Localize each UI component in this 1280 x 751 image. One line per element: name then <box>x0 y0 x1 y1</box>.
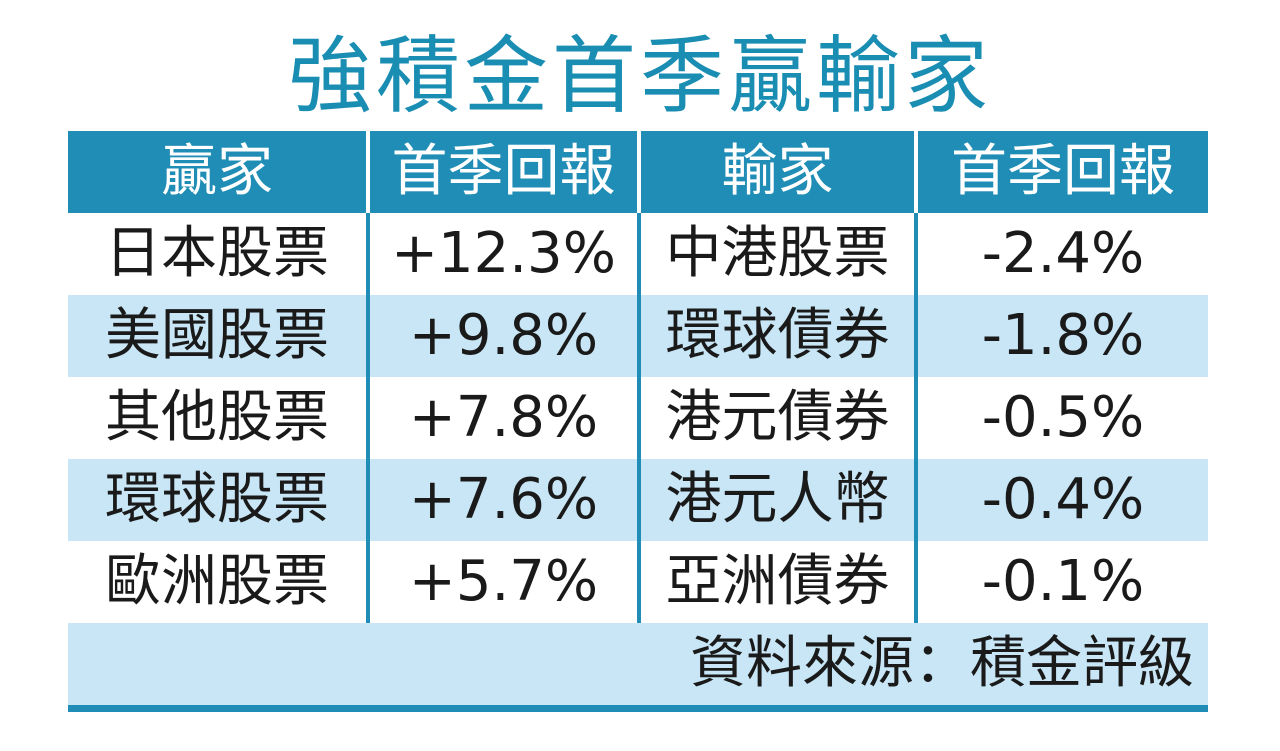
table-row: 美國股票 +9.8% 環球債券 -1.8% <box>68 295 1208 377</box>
table-row: 歐洲股票 +5.7% 亞洲債券 -0.1% <box>68 541 1208 623</box>
header-row: 贏家 首季回報 輸家 首季回報 <box>68 131 1208 213</box>
title: 強積金首季贏輸家 <box>287 27 992 125</box>
table-row: 日本股票 +12.3% 中港股票 -2.4% <box>68 213 1208 295</box>
table-cell: 歐洲股票 <box>68 541 370 623</box>
table-cell: 港元人幣 <box>641 459 918 541</box>
table-cell: -2.4% <box>981 221 1145 286</box>
table-cell: -0.1% <box>981 549 1145 614</box>
table-cell: 環球股票 <box>68 459 370 541</box>
table-cell: +7.8% <box>370 377 641 459</box>
source-note: 資料來源：積金評級 <box>68 623 1208 712</box>
table-cell: 其他股票 <box>68 377 370 459</box>
table-cell: 港元債券 <box>641 377 918 459</box>
table-cell: -0.5% <box>981 385 1145 450</box>
header-cell: 首季回報 <box>951 139 1175 204</box>
table-cell: 環球債券 <box>641 295 918 377</box>
table-cell: 亞洲債券 <box>641 541 918 623</box>
header-cell: 首季回報 <box>370 131 641 213</box>
table-cell: +9.8% <box>370 295 641 377</box>
table-row: 其他股票 +7.8% 港元債券 -0.5% <box>68 377 1208 459</box>
table-row: 環球股票 +7.6% 港元人幣 -0.4% <box>68 459 1208 541</box>
table-cell: 日本股票 <box>68 213 370 295</box>
table-cell: -1.8% <box>981 303 1145 368</box>
table-cell: +7.6% <box>370 459 641 541</box>
table-cell: +12.3% <box>370 213 641 295</box>
header-cell: 贏家 <box>68 131 370 213</box>
table: 贏家 首季回報 輸家 首季回報 日本股票 +12.3% 中港股票 -2.4% 美國股票 +9.8%… <box>68 131 1208 712</box>
table-cell: 美國股票 <box>68 295 370 377</box>
table-cell: 中港股票 <box>641 213 918 295</box>
table-cell: -0.4% <box>981 467 1145 532</box>
table-cell: +5.7% <box>370 541 641 623</box>
header-cell: 輸家 <box>641 131 918 213</box>
